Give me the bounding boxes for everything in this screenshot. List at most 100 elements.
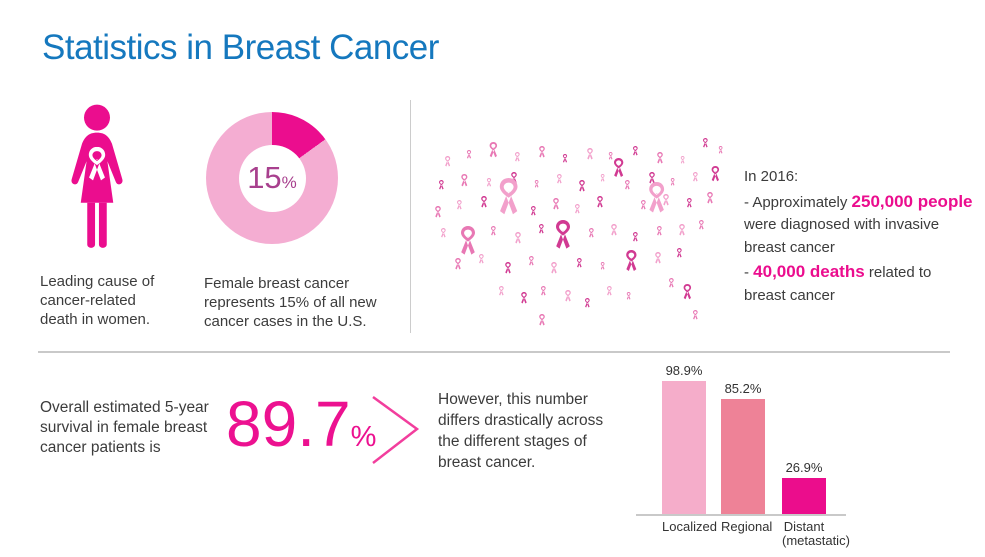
stats-2016-text: In 2016: - Approximately 250,000 people … bbox=[744, 166, 976, 307]
bar-category-label: Distant (metastatic) bbox=[782, 518, 850, 549]
ribbon-icon bbox=[454, 258, 462, 270]
bar-regional bbox=[721, 399, 765, 514]
ribbon-icon bbox=[538, 146, 546, 158]
ribbon-icon bbox=[632, 232, 639, 242]
ribbon-icon bbox=[624, 250, 639, 272]
ribbon-icon bbox=[530, 206, 537, 216]
ribbon-icon bbox=[588, 228, 595, 238]
us-ribbon-map bbox=[430, 126, 730, 333]
survival-rate-unit: % bbox=[350, 421, 377, 453]
bar-column: 26.9% bbox=[782, 460, 826, 514]
woman-legs bbox=[87, 202, 107, 248]
ribbon-icon bbox=[606, 286, 613, 296]
woman-head bbox=[84, 104, 110, 131]
ribbon-icon bbox=[656, 226, 663, 236]
donut-center: 15% bbox=[238, 144, 306, 212]
bar-value-label: 98.9% bbox=[665, 362, 703, 378]
ribbon-icon bbox=[562, 154, 568, 163]
ribbon-icon bbox=[490, 226, 497, 236]
ribbon-icon bbox=[528, 256, 535, 266]
donut-unit: % bbox=[281, 173, 297, 192]
chevron-path bbox=[372, 395, 420, 464]
ribbon-icon bbox=[586, 148, 594, 160]
donut-caption: Female breast cancer represents 15% of a… bbox=[204, 275, 377, 331]
donut-chart-15-percent: 15% bbox=[206, 112, 338, 244]
ribbon-icon bbox=[576, 258, 583, 268]
survival-note-text: However, this number differs drastically… bbox=[438, 391, 604, 471]
woman-figure-icon bbox=[71, 104, 123, 248]
ribbon-icon bbox=[584, 298, 591, 308]
woman-body bbox=[71, 132, 123, 203]
ribbon-icon bbox=[540, 286, 547, 296]
bar-chart-category-labels: Localized Regional Distant (metastatic) bbox=[634, 518, 850, 550]
stats-line1-prefix: - Approximately bbox=[744, 193, 852, 211]
ribbon-icon bbox=[706, 192, 714, 204]
survival-bar-chart: 98.9% 85.2% 26.9% Localized Regional Distant… bbox=[634, 356, 850, 550]
ribbon-icon bbox=[504, 262, 512, 274]
ribbon-icon bbox=[534, 180, 539, 188]
ribbon-icon bbox=[610, 224, 618, 236]
ribbon-icon bbox=[578, 180, 586, 192]
stats-line2-highlight: 40,000 deaths bbox=[753, 262, 865, 281]
horizontal-divider bbox=[38, 351, 950, 353]
ribbon-icon bbox=[553, 220, 573, 250]
ribbon-icon bbox=[438, 180, 445, 190]
ribbon-icon bbox=[538, 314, 546, 326]
chevron-right-icon bbox=[372, 395, 420, 464]
ribbon-icon bbox=[440, 228, 447, 238]
ribbon-icon bbox=[574, 204, 581, 214]
ribbon-icon bbox=[612, 158, 625, 178]
stats-2016-heading: In 2016: bbox=[744, 168, 799, 185]
stats-line2-prefix: - bbox=[744, 264, 754, 281]
ribbon-icon bbox=[480, 196, 488, 208]
ribbon-icon bbox=[550, 262, 558, 274]
stats-line1-highlight: 250,000 people bbox=[851, 191, 973, 211]
ribbon-icon bbox=[718, 146, 723, 154]
ribbon-icon bbox=[692, 310, 699, 320]
ribbon-icon bbox=[520, 292, 528, 304]
ribbon-icon bbox=[686, 198, 693, 208]
ribbon-icon bbox=[702, 138, 709, 148]
donut-value-label: 15% bbox=[247, 160, 297, 196]
ribbon-icon bbox=[564, 290, 572, 302]
bar-value-label: 85.2% bbox=[724, 381, 762, 396]
ribbon-icon bbox=[678, 224, 686, 236]
stats-line1-suffix: were diagnosed with invasive breast canc… bbox=[744, 216, 940, 256]
ribbon-icon bbox=[444, 156, 451, 167]
bar-value-label: 26.9% bbox=[785, 459, 823, 475]
ribbon-icon bbox=[514, 232, 522, 244]
survival-rate-value: 89.7 % bbox=[226, 392, 376, 456]
ribbon-icon bbox=[514, 152, 521, 162]
ribbon-icon bbox=[456, 200, 463, 210]
survival-rate-number: 89.7 bbox=[226, 388, 351, 460]
ribbon-icon bbox=[646, 182, 667, 214]
ribbon-icon bbox=[624, 180, 631, 190]
bar-category-label: Regional bbox=[721, 518, 773, 534]
ribbon-icon bbox=[538, 224, 545, 234]
ribbon-icon bbox=[478, 254, 485, 264]
ribbon-icon bbox=[680, 156, 685, 164]
page-title: Statistics in Breast Cancer bbox=[42, 28, 439, 67]
bar-localized bbox=[662, 380, 706, 514]
bar-distant-metastatic- bbox=[782, 477, 826, 514]
ribbon-icon bbox=[458, 226, 478, 256]
bar-chart-axis-line bbox=[636, 514, 846, 516]
ribbon-icon bbox=[698, 220, 705, 230]
ribbon-icon bbox=[460, 174, 469, 187]
ribbon-icon bbox=[692, 172, 699, 182]
bar-column: 98.9% bbox=[662, 362, 706, 514]
bar-chart-plot-area: 98.9% 85.2% 26.9% bbox=[634, 356, 848, 514]
ribbon-icon bbox=[488, 142, 499, 158]
ribbon-icon bbox=[670, 178, 675, 186]
ribbon-icon bbox=[496, 178, 521, 216]
ribbon-icon bbox=[486, 178, 492, 187]
ribbon-icon bbox=[668, 278, 675, 288]
ribbon-icon bbox=[552, 198, 560, 210]
ribbon-icon bbox=[600, 174, 605, 182]
ribbon-icon bbox=[556, 174, 563, 184]
ribbon-icon bbox=[626, 292, 631, 300]
bar-category-label: Localized bbox=[662, 518, 717, 534]
ribbon-icon bbox=[632, 146, 639, 156]
donut-value: 15 bbox=[247, 160, 282, 195]
